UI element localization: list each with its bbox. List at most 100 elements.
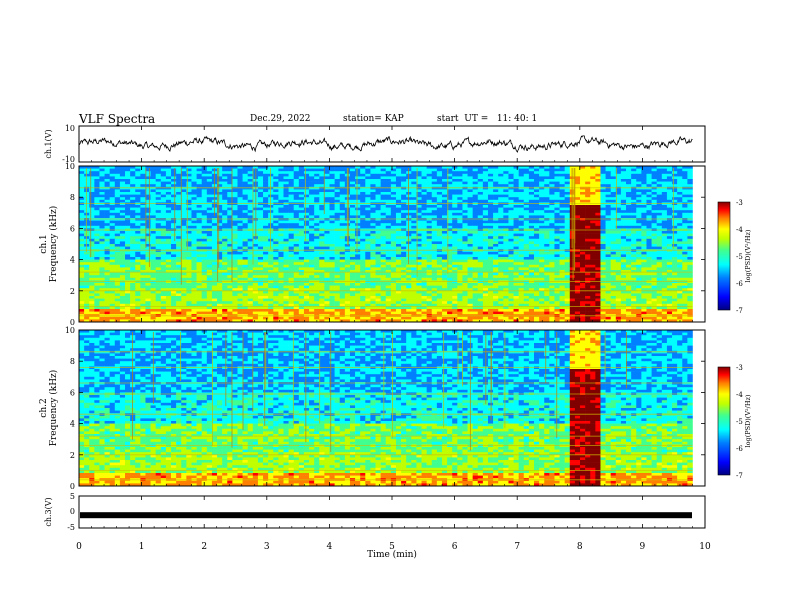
spectrogram-cell [79,267,85,271]
spectrogram-cell [554,199,560,203]
spectrogram-cell [447,192,453,195]
spectrogram-cell [677,257,683,260]
spectrogram-cell [452,202,458,206]
spectrogram-cell [682,184,688,188]
spectrogram-cell [298,272,305,276]
spectrogram-cell [339,197,346,201]
spectrogram-cell [171,223,177,227]
spectrogram-cell [493,171,499,175]
spectrogram-cell [395,272,402,276]
spectrogram-cell [677,212,683,216]
spectrogram-cell [109,166,116,169]
spectrogram-cell [135,220,141,224]
spectrogram-cell [544,176,550,180]
spectrogram-cell [472,246,479,250]
spectrogram-cell [217,199,223,203]
spectrogram-cell [441,249,448,253]
spectrogram-cell [324,218,330,221]
spectrogram-cell [385,233,392,237]
spectrogram-cell [186,205,192,208]
spectrogram-cell [416,173,422,177]
spectrogram-cell [140,257,146,260]
spectrogram-cell [206,199,213,203]
spectrogram-cell [605,254,611,258]
spectrogram-cell [615,236,622,240]
spectrogram-cell [217,262,223,266]
spectrogram-cell [482,189,489,193]
spectrogram-cell [610,171,617,175]
spectrogram-cell [518,173,525,177]
spectrogram-cell [395,207,402,211]
spectrogram-cell [206,168,213,172]
spectrogram-cell [206,231,213,234]
spectrogram-cell [549,218,555,221]
spectrogram-cell [355,194,361,198]
spectrogram-cell [232,218,238,221]
spectrogram-cell [278,225,284,229]
spectrogram-cell [564,168,571,172]
spectrogram-cell [528,173,535,177]
spectrogram-cell [580,215,586,219]
spectrogram-cell [145,189,151,193]
spectrogram-cell [171,186,177,190]
spectrogram-cell [324,189,330,193]
spectrogram-cell [303,179,310,182]
spectrogram-cell [130,179,136,182]
spectrogram-cell [206,184,213,188]
spectrogram-cell [181,202,187,206]
spectrogram-cell [263,173,269,177]
spectrogram-cell [687,207,693,211]
spectrogram-cell [104,184,110,188]
spectrogram-cell [528,236,535,240]
spectrogram-cell [155,184,162,188]
spectrogram-cell [176,176,182,180]
spectrogram-cell [79,231,85,234]
spectrogram-cell [196,194,202,198]
spectrogram-cell [390,192,397,195]
spectrogram-cell [293,264,300,268]
spectrogram-cell [426,210,433,214]
spectrogram-cell [549,192,555,195]
spectrogram-cell [656,202,663,206]
spectrogram-cell [595,223,601,227]
spectrogram-cell [631,199,637,203]
spectrogram-cell [421,184,427,188]
spectrogram-cell [380,244,387,247]
spectrogram-cell [431,225,438,229]
spectrogram-cell [278,270,284,273]
spectrogram-cell [99,241,105,245]
spectrogram-cell [636,244,642,247]
spectrogram-cell [666,257,673,260]
spectrogram-cell [687,223,693,227]
spectrogram-cell [324,270,330,273]
spectrogram-cell [380,173,387,177]
spectrogram-cell [390,205,397,208]
spectrogram-cell [252,244,259,247]
spectrogram-cell [247,236,254,240]
spectrogram-cell [309,194,315,198]
spectrogram-cell [436,218,443,221]
spectrogram-cell [411,184,417,188]
spectrogram-cell [462,176,468,180]
spectrogram-cell [651,192,657,195]
spectrogram-cell [186,259,192,263]
spectrogram-cell [605,270,611,273]
spectrogram-cell [79,207,85,211]
spectrogram-cell [145,181,151,185]
spectrogram-cell [171,272,177,276]
spectrogram-cell [436,168,443,172]
spectrogram-cell [114,223,121,227]
spectrogram-cell [411,238,417,242]
spectrogram-cell [528,246,535,250]
spectrogram-cell [472,223,479,227]
spectrogram-cell [406,272,412,276]
spectrogram-cell [247,241,254,245]
spectrogram-cell [620,238,627,242]
spectrogram-cell [79,184,85,188]
spectrogram-cell [385,257,392,260]
spectrogram-cell [513,179,519,182]
spectrogram-cell [334,270,341,273]
spectrogram-cell [401,241,407,245]
spectrogram-cell [365,223,371,227]
spectrogram-cell [411,212,417,216]
